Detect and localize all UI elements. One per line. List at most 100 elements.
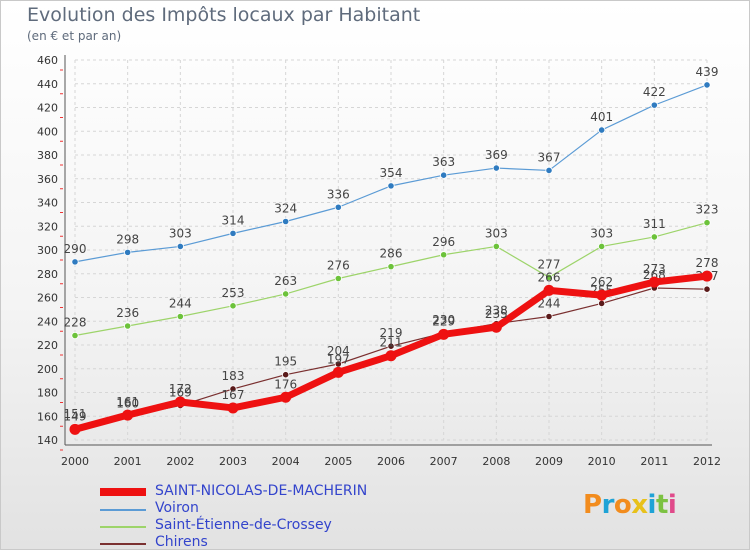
data-label: 161 — [116, 395, 139, 409]
data-label: 169 — [169, 386, 192, 400]
data-label: 296 — [432, 235, 455, 249]
data-point — [596, 289, 608, 301]
data-label: 211 — [380, 336, 403, 350]
data-point — [71, 258, 79, 266]
legend-swatch — [100, 543, 146, 545]
x-tick-label: 2006 — [377, 455, 405, 468]
data-point — [124, 248, 132, 256]
logo-letter: i — [647, 490, 657, 520]
data-label: 277 — [538, 257, 561, 271]
data-label: 314 — [222, 213, 245, 227]
data-label: 204 — [327, 344, 350, 358]
y-tick-label: 280 — [37, 268, 58, 281]
data-point — [545, 273, 553, 281]
y-tick-label: 200 — [37, 363, 58, 376]
data-point — [703, 81, 711, 89]
data-label: 286 — [380, 247, 403, 261]
data-point — [650, 101, 658, 109]
data-point — [703, 285, 711, 293]
legend-label: Saint-Étienne-de-Crossey — [155, 517, 332, 533]
x-tick-label: 2010 — [588, 455, 616, 468]
data-label: 363 — [432, 155, 455, 169]
y-tick-label: 380 — [37, 149, 58, 162]
data-label: 278 — [696, 256, 719, 270]
x-tick-label: 2000 — [61, 455, 89, 468]
data-label: 323 — [696, 203, 719, 217]
logo-letter: r — [601, 490, 615, 520]
data-label: 229 — [432, 314, 455, 328]
legend-label: SAINT-NICOLAS-DE-MACHERIN — [155, 483, 368, 499]
y-tick-label: 220 — [37, 339, 58, 352]
data-point — [124, 322, 132, 330]
data-point — [334, 203, 342, 211]
x-tick-label: 2007 — [430, 455, 458, 468]
data-label: 336 — [327, 187, 350, 201]
data-label: 262 — [590, 275, 613, 289]
data-point — [598, 126, 606, 134]
data-label: 263 — [274, 274, 297, 288]
data-point — [176, 312, 184, 321]
y-tick-label: 300 — [37, 244, 58, 257]
data-point — [69, 423, 81, 435]
data-point — [490, 321, 502, 333]
data-point — [332, 366, 344, 378]
data-label: 276 — [327, 259, 350, 273]
data-label: 422 — [643, 85, 666, 99]
y-tick-label: 460 — [37, 54, 58, 67]
data-point — [648, 276, 660, 288]
data-label: 167 — [222, 388, 245, 402]
data-label: 160 — [116, 396, 139, 410]
data-label: 354 — [380, 166, 403, 180]
logo-letter: o — [613, 490, 632, 520]
y-tick-label: 420 — [37, 102, 58, 115]
data-label: 235 — [485, 307, 508, 321]
data-label: 303 — [485, 226, 508, 240]
x-tick-label: 2012 — [693, 455, 721, 468]
y-tick-label: 160 — [37, 410, 58, 423]
x-tick-label: 2009 — [535, 455, 563, 468]
data-point — [229, 302, 237, 310]
y-tick-label: 400 — [37, 125, 58, 138]
y-tick-label: 320 — [37, 220, 58, 233]
data-label: 195 — [274, 355, 297, 369]
data-point — [282, 290, 290, 298]
data-label: 439 — [696, 65, 719, 79]
data-label: 176 — [274, 377, 297, 391]
data-label: 367 — [538, 150, 561, 164]
proxiti-logo: Proxiti — [583, 490, 677, 520]
data-point — [282, 371, 290, 379]
data-point — [440, 171, 448, 179]
data-point — [598, 242, 606, 251]
logo-letter: t — [655, 490, 668, 520]
data-point — [387, 182, 395, 190]
x-tick-label: 2001 — [114, 455, 142, 468]
data-point — [701, 270, 713, 282]
data-label: 311 — [643, 217, 666, 231]
data-label: 151 — [64, 407, 87, 421]
data-point — [598, 299, 606, 308]
x-tick-label: 2002 — [166, 455, 194, 468]
data-label: 298 — [116, 232, 139, 246]
logo-letter: i — [667, 490, 677, 520]
data-point — [492, 242, 500, 251]
chart-title: Evolution des Impôts locaux par Habitant — [27, 4, 421, 26]
y-tick-label: 360 — [37, 173, 58, 186]
legend-swatch — [100, 509, 146, 511]
logo-letter: P — [583, 490, 602, 520]
y-tick-label: 260 — [37, 292, 58, 305]
data-label: 253 — [222, 286, 245, 300]
data-point — [387, 263, 395, 271]
data-point — [703, 219, 711, 227]
data-point — [229, 229, 237, 237]
logo-letter: x — [631, 490, 648, 520]
data-point — [229, 385, 237, 393]
data-label: 303 — [590, 226, 613, 240]
legend-label: Voiron — [155, 500, 199, 516]
data-point — [387, 342, 395, 350]
data-point — [227, 402, 239, 414]
data-point — [122, 409, 134, 421]
x-tick-label: 2003 — [219, 455, 247, 468]
data-label: 244 — [169, 297, 192, 311]
data-label: 369 — [485, 148, 508, 162]
